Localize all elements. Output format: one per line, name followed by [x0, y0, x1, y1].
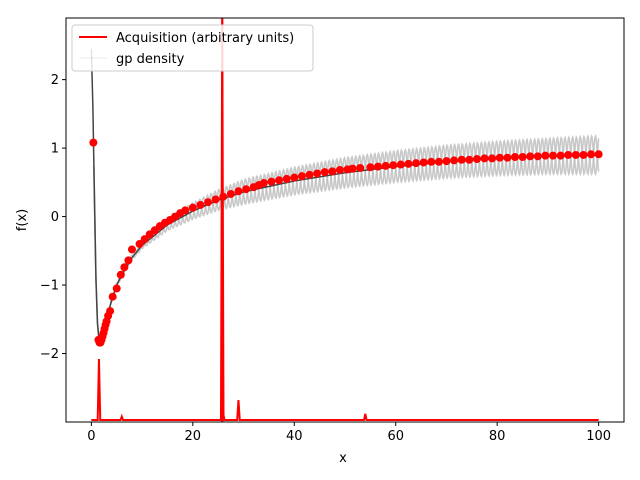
observation-point	[389, 161, 398, 170]
y-axis-label: f(x)	[15, 209, 30, 231]
observation-point	[267, 177, 276, 186]
acquisition-curve	[91, 18, 599, 422]
plot-frame	[65, 17, 625, 423]
observation-point	[242, 185, 251, 194]
observation-point	[396, 160, 405, 169]
observation-point	[434, 157, 443, 166]
observation-point	[297, 172, 306, 181]
observation-point	[419, 158, 428, 167]
observation-point	[412, 159, 421, 168]
observation-point	[510, 153, 519, 161]
observation-point	[320, 168, 329, 177]
observation-point	[348, 164, 357, 173]
y-tick-label: −1	[40, 279, 59, 294]
observation-point	[480, 154, 489, 163]
observation-point	[106, 307, 115, 316]
observation-point	[108, 292, 117, 301]
observation-point	[450, 156, 459, 165]
observation-point	[226, 189, 235, 198]
x-tick-label: 0	[87, 429, 95, 444]
observation-point	[404, 159, 413, 168]
observation-point	[564, 150, 573, 159]
observation-point	[495, 153, 504, 162]
observation-point	[124, 256, 133, 265]
observation-point	[503, 153, 512, 162]
observation-point	[211, 195, 220, 204]
observation-point	[313, 169, 322, 178]
observation-point	[282, 174, 291, 183]
observation-point	[571, 150, 580, 159]
y-tick-label: 0	[51, 210, 59, 225]
observation-point	[356, 163, 365, 172]
x-tick-label: 80	[489, 429, 506, 444]
observation-point	[533, 152, 542, 161]
observation-point	[127, 245, 136, 254]
observation-point	[541, 151, 550, 160]
observation-point	[305, 170, 314, 179]
observation-point	[472, 155, 481, 164]
observation-point	[442, 157, 451, 166]
observation-point	[427, 157, 436, 166]
observation-point	[112, 284, 121, 293]
observation-point	[259, 179, 268, 188]
observation-point	[219, 192, 228, 201]
observation-point	[594, 150, 603, 159]
legend-box	[71, 24, 314, 72]
x-tick-label: 40	[286, 429, 303, 444]
y-tick-label: 2	[51, 73, 59, 88]
observation-point	[116, 270, 125, 279]
observation-point	[234, 187, 243, 196]
observation-point	[89, 138, 98, 147]
y-axis-ticks: −2 −1 0 1 2	[40, 73, 66, 362]
observation-point	[373, 162, 382, 171]
x-tick-label: 20	[185, 429, 202, 444]
observation-point	[381, 161, 390, 170]
observation-point	[290, 173, 299, 182]
observation-point	[188, 203, 197, 212]
observation-point	[328, 167, 337, 176]
observation-points	[89, 138, 603, 347]
observation-point	[196, 200, 205, 209]
observation-point	[140, 235, 149, 244]
observation-point	[556, 151, 565, 160]
observation-point	[135, 239, 144, 248]
observation-point	[465, 155, 474, 164]
legend: Acquisition (arbitrary units) gp density	[71, 24, 314, 72]
legend-gp-density-label: gp density	[116, 52, 185, 67]
x-tick-label: 60	[387, 429, 404, 444]
observation-point	[526, 152, 535, 161]
x-axis-label: x	[339, 451, 347, 466]
legend-acquisition-label: Acquisition (arbitrary units)	[116, 31, 294, 46]
plot-area	[89, 18, 603, 422]
observation-point	[204, 198, 213, 207]
y-tick-label: 1	[51, 142, 59, 157]
observation-point	[488, 154, 497, 163]
y-tick-label: −2	[40, 347, 59, 362]
observation-point	[518, 153, 527, 161]
observation-point	[548, 151, 557, 160]
x-tick-label: 100	[586, 429, 611, 444]
observation-point	[366, 163, 375, 172]
observation-point	[181, 206, 190, 215]
observation-point	[335, 166, 344, 175]
observation-point	[275, 176, 284, 185]
observation-point	[120, 263, 129, 272]
observation-point	[457, 155, 466, 164]
observation-point	[579, 150, 588, 159]
observation-point	[587, 150, 596, 159]
x-axis-ticks: 0 20 40 60 80 100	[87, 422, 611, 444]
